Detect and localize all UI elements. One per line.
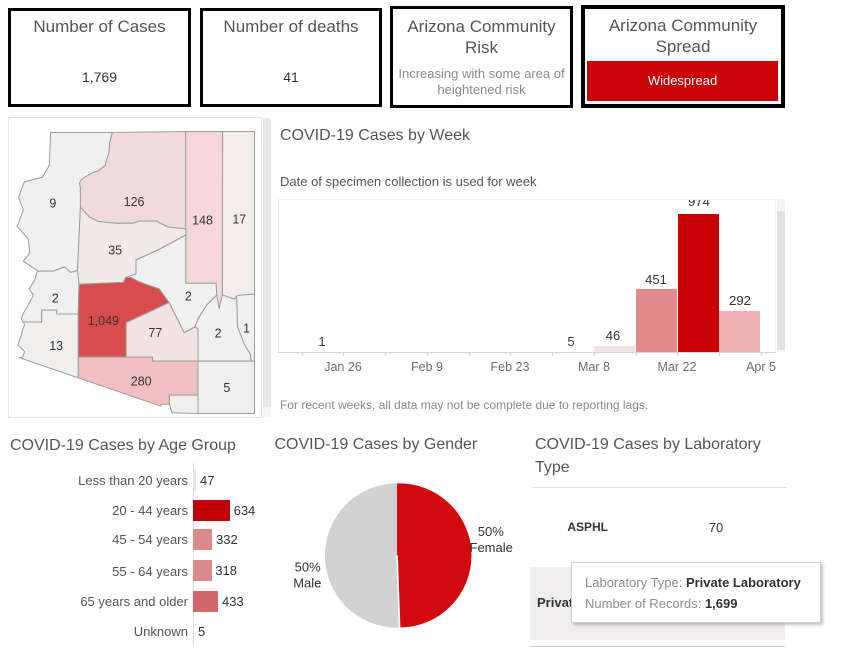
svg-text:Female: Female [470,540,513,555]
svg-text:50%: 50% [478,524,504,539]
svg-text:50%: 50% [295,560,321,575]
svg-text:Male: Male [293,576,321,591]
svg-text:1,049: 1,049 [88,314,119,328]
svg-text:9: 9 [49,196,56,210]
svg-text:77: 77 [148,326,162,340]
svg-text:5: 5 [223,381,230,395]
svg-text:280: 280 [131,374,152,388]
svg-text:2: 2 [185,289,192,303]
svg-text:35: 35 [108,244,122,258]
svg-text:2: 2 [52,292,59,306]
svg-text:2: 2 [215,327,222,341]
svg-text:1: 1 [243,322,250,336]
svg-text:17: 17 [232,212,246,226]
svg-text:148: 148 [192,214,213,228]
svg-text:13: 13 [49,339,63,353]
svg-text:126: 126 [124,195,145,209]
